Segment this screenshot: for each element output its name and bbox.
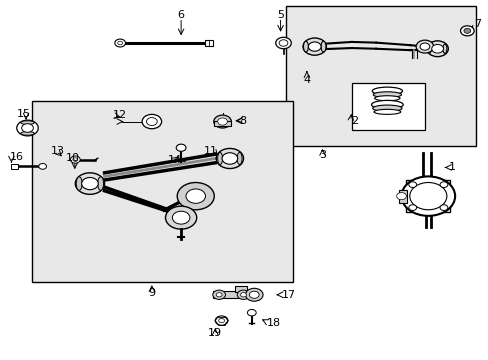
Circle shape (176, 144, 185, 151)
Ellipse shape (373, 109, 400, 114)
Ellipse shape (321, 41, 325, 52)
Circle shape (39, 163, 46, 169)
Text: 2: 2 (350, 116, 357, 126)
Bar (234, 286, 246, 292)
Text: 13: 13 (51, 146, 65, 156)
Circle shape (217, 118, 227, 125)
Circle shape (216, 293, 222, 297)
Ellipse shape (217, 152, 222, 165)
Text: 16: 16 (9, 152, 23, 162)
Text: 1: 1 (448, 162, 455, 172)
Circle shape (401, 176, 454, 216)
Circle shape (118, 41, 122, 45)
Circle shape (172, 211, 189, 224)
Text: 19: 19 (208, 328, 222, 338)
Bar (32, 101, 293, 282)
Text: 17: 17 (281, 291, 295, 301)
Circle shape (75, 173, 104, 194)
Circle shape (249, 291, 259, 298)
Text: 10: 10 (66, 153, 80, 163)
Bar (213, 121, 231, 126)
Circle shape (396, 193, 406, 200)
Circle shape (275, 37, 291, 49)
Circle shape (142, 114, 161, 129)
Circle shape (408, 205, 416, 211)
Text: 6: 6 (177, 10, 184, 20)
Text: 11: 11 (203, 146, 217, 156)
Circle shape (419, 43, 429, 50)
Text: 3: 3 (318, 150, 325, 160)
Bar (398, 190, 406, 203)
Circle shape (165, 206, 196, 229)
Ellipse shape (237, 152, 242, 165)
Bar (406, 180, 449, 212)
Circle shape (81, 177, 98, 190)
Ellipse shape (372, 92, 401, 98)
Text: 15: 15 (17, 109, 31, 119)
Circle shape (439, 182, 447, 188)
Circle shape (215, 316, 227, 325)
Circle shape (245, 288, 263, 301)
Text: 4: 4 (303, 75, 310, 85)
Circle shape (21, 124, 33, 132)
Text: 8: 8 (239, 116, 246, 126)
Bar (11, 164, 18, 169)
Circle shape (431, 44, 443, 53)
Circle shape (303, 38, 326, 55)
Ellipse shape (20, 121, 34, 125)
Circle shape (408, 182, 416, 188)
Circle shape (177, 183, 214, 210)
Circle shape (146, 118, 157, 126)
Circle shape (463, 28, 470, 33)
Circle shape (185, 189, 205, 203)
Circle shape (70, 156, 80, 163)
Text: 5: 5 (277, 10, 284, 20)
Circle shape (439, 205, 447, 211)
Text: 12: 12 (113, 111, 127, 121)
Circle shape (237, 290, 249, 300)
Ellipse shape (20, 132, 34, 135)
Circle shape (212, 290, 225, 300)
Circle shape (17, 120, 38, 136)
Ellipse shape (374, 96, 399, 101)
Ellipse shape (372, 105, 401, 112)
Circle shape (308, 42, 321, 51)
Text: 7: 7 (473, 19, 480, 29)
Ellipse shape (442, 44, 446, 53)
Text: 9: 9 (148, 288, 155, 298)
Bar (285, 6, 475, 146)
Circle shape (240, 293, 246, 297)
Circle shape (222, 153, 237, 164)
Circle shape (460, 26, 473, 36)
Ellipse shape (371, 87, 402, 95)
Bar (204, 40, 213, 46)
Circle shape (409, 183, 446, 210)
Circle shape (73, 158, 78, 161)
Circle shape (115, 39, 125, 47)
Bar (351, 83, 424, 130)
Ellipse shape (371, 100, 403, 109)
Ellipse shape (427, 44, 430, 53)
Ellipse shape (98, 177, 103, 190)
Text: 18: 18 (266, 318, 280, 328)
Circle shape (218, 319, 224, 323)
Circle shape (279, 40, 287, 46)
Text: 14: 14 (168, 155, 182, 165)
Circle shape (216, 148, 243, 168)
Ellipse shape (303, 41, 308, 52)
Bar (212, 291, 242, 298)
Circle shape (247, 310, 256, 316)
Circle shape (213, 115, 231, 128)
Ellipse shape (76, 177, 82, 190)
Circle shape (426, 41, 447, 57)
Circle shape (415, 40, 433, 53)
